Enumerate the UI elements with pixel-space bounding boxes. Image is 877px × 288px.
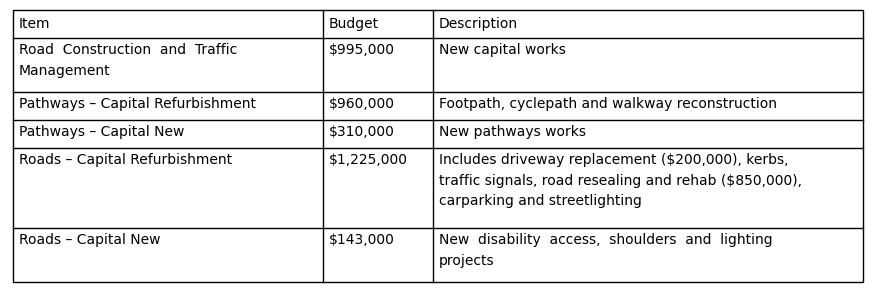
Text: Roads – Capital Refurbishment: Roads – Capital Refurbishment — [19, 153, 232, 167]
Text: Includes driveway replacement ($200,000), kerbs,
traffic signals, road resealing: Includes driveway replacement ($200,000)… — [439, 153, 802, 208]
Text: New pathways works: New pathways works — [439, 125, 586, 139]
Text: $143,000: $143,000 — [329, 233, 395, 247]
Text: New capital works: New capital works — [439, 43, 566, 57]
Text: Item: Item — [19, 17, 51, 31]
Text: New  disability  access,  shoulders  and  lighting
projects: New disability access, shoulders and lig… — [439, 233, 773, 268]
Text: Budget: Budget — [329, 17, 379, 31]
Text: Footpath, cyclepath and walkway reconstruction: Footpath, cyclepath and walkway reconstr… — [439, 97, 777, 111]
Text: Road  Construction  and  Traffic
Management: Road Construction and Traffic Management — [19, 43, 238, 77]
Text: Roads – Capital New: Roads – Capital New — [19, 233, 160, 247]
Text: $960,000: $960,000 — [329, 97, 395, 111]
Text: $310,000: $310,000 — [329, 125, 395, 139]
Text: Description: Description — [439, 17, 518, 31]
Text: $995,000: $995,000 — [329, 43, 395, 57]
Text: Pathways – Capital Refurbishment: Pathways – Capital Refurbishment — [19, 97, 256, 111]
Text: $1,225,000: $1,225,000 — [329, 153, 408, 167]
Text: Pathways – Capital New: Pathways – Capital New — [19, 125, 184, 139]
